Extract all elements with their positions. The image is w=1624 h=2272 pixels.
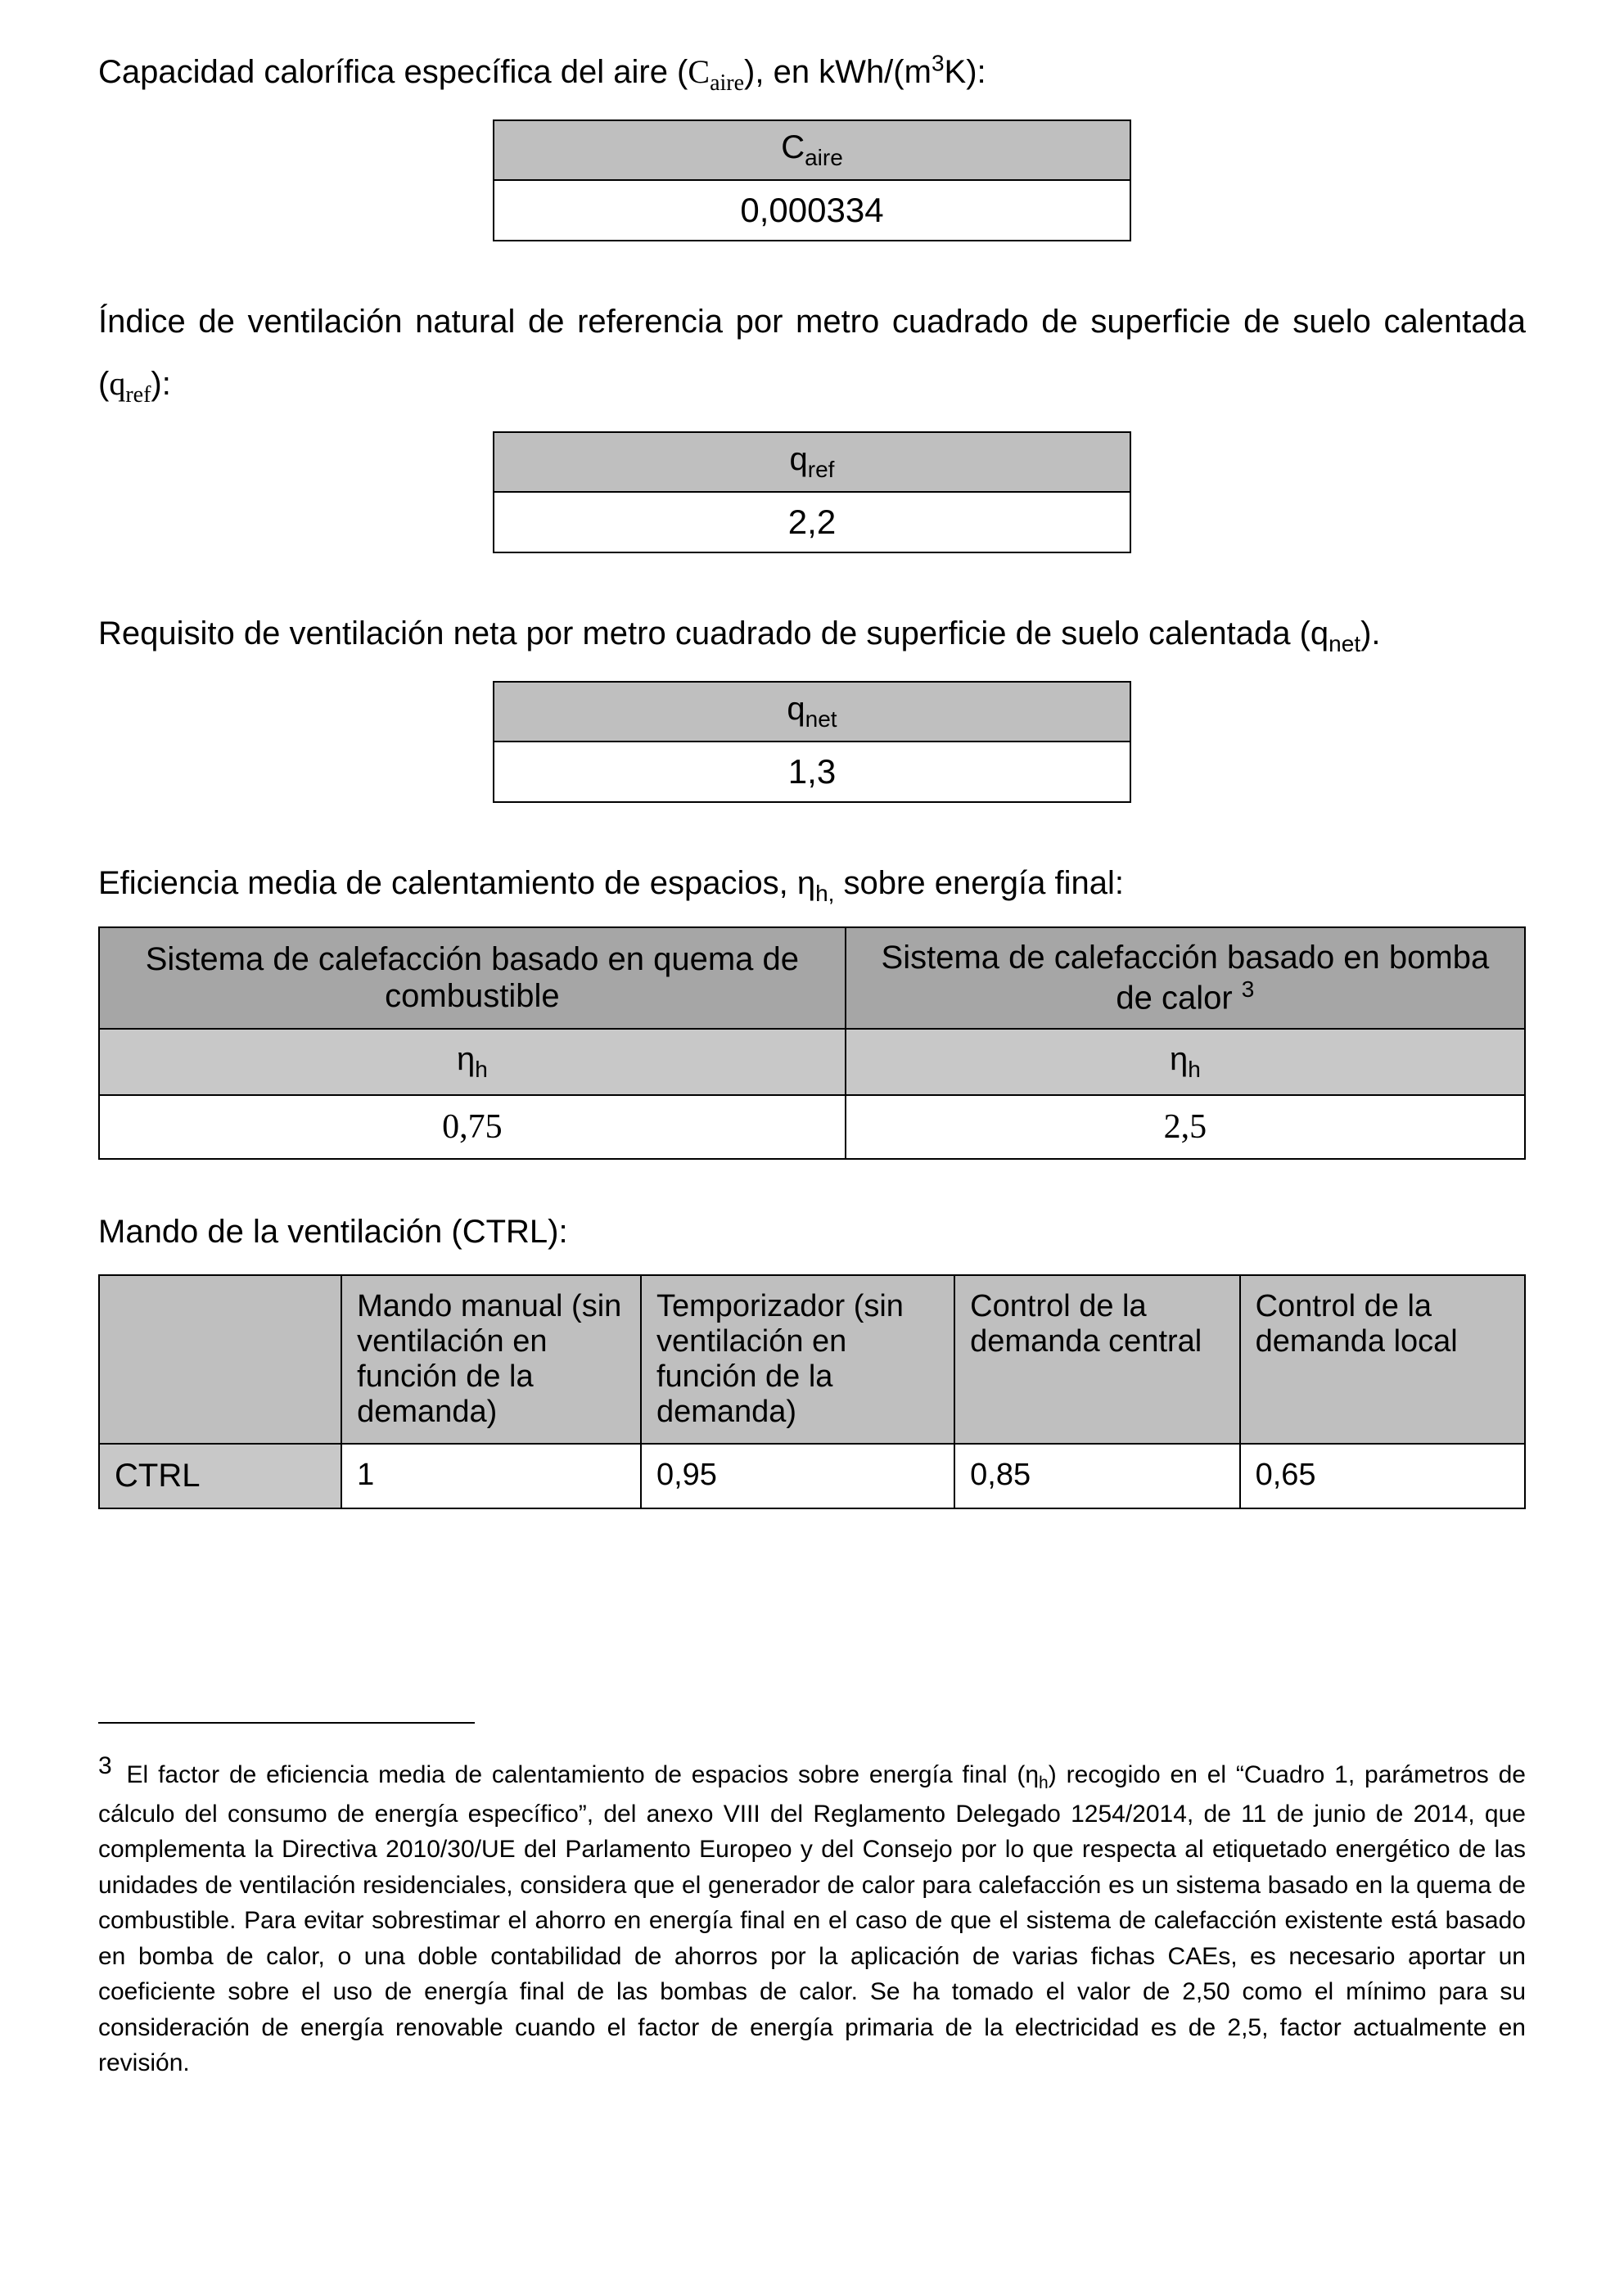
para-caire-sup: 3 — [932, 51, 945, 76]
para-efficiency: Eficiencia media de calentamiento de esp… — [98, 852, 1526, 915]
footnote-post: ) recogido en el “Cuadro 1, parámetros d… — [98, 1761, 1526, 2076]
ctrl-row-label: CTRL — [99, 1444, 341, 1508]
table-qref-value: 2,2 — [494, 492, 1130, 552]
para-qnet: Requisito de ventilación neta por metro … — [98, 602, 1526, 665]
eff-col2-title-pre: Sistema de calefacción basado en bomba d… — [882, 940, 1490, 1016]
para-caire: Capacidad calorífica específica del aire… — [98, 41, 1526, 105]
table-qnet: qnet 1,3 — [493, 681, 1131, 803]
table-caire-header: Caire — [494, 120, 1130, 180]
para-qnet-post: ). — [1360, 615, 1380, 651]
table-qref-header: qref — [494, 432, 1130, 492]
table-ctrl: Mando manual (sin ventilación en función… — [98, 1274, 1526, 1509]
eff-col2-title: Sistema de calefacción basado en bomba d… — [846, 927, 1525, 1029]
para-caire-pre: Capacidad calorífica específica del aire… — [98, 54, 688, 90]
eff-col1-title: Sistema de calefacción basado en quema d… — [99, 927, 846, 1029]
para-qnet-sym-sub: net — [1329, 631, 1360, 656]
para-qnet-pre: Requisito de ventilación neta por metro … — [98, 615, 1310, 651]
table-qnet-value: 1,3 — [494, 742, 1130, 802]
footnote-pre: El factor de eficiencia media de calenta… — [117, 1761, 1026, 1788]
para-eff-sym: η — [797, 865, 815, 901]
para-qref-pre: Índice de ventilación natural de referen… — [98, 304, 1526, 402]
ctrl-header-0: Mando manual (sin ventilación en función… — [341, 1275, 641, 1444]
para-eff-post: sobre energía final: — [834, 865, 1124, 901]
table-caire-header-sub: aire — [805, 145, 843, 170]
eff-col2-title-fn: 3 — [1242, 976, 1255, 1002]
para-qref-sym-sub: ref — [125, 382, 151, 408]
para-qref-sym: q — [109, 365, 125, 402]
ctrl-val-1: 0,95 — [641, 1444, 954, 1508]
footnote-num: 3 — [98, 1752, 117, 1779]
ctrl-val-3: 0,65 — [1240, 1444, 1525, 1508]
table-qnet-header-sub: net — [805, 706, 837, 732]
ctrl-header-empty — [99, 1275, 341, 1444]
eff-sub2: ηh — [846, 1029, 1525, 1095]
eff-val1: 0,75 — [99, 1095, 846, 1159]
footnote-separator — [98, 1722, 475, 1724]
para-qref: Índice de ventilación natural de referen… — [98, 291, 1526, 417]
para-qref-post: ): — [151, 366, 170, 402]
para-caire-post: K): — [945, 54, 986, 90]
para-eff-pre: Eficiencia media de calentamiento de esp… — [98, 865, 797, 901]
table-qref: qref 2,2 — [493, 431, 1131, 553]
table-qnet-header: qnet — [494, 682, 1130, 742]
eff-sub1: ηh — [99, 1029, 846, 1095]
eff-sub2-main: η — [1170, 1041, 1188, 1077]
table-efficiency: Sistema de calefacción basado en quema d… — [98, 926, 1526, 1160]
para-qnet-sym: q — [1310, 615, 1329, 651]
eff-sub1-main: η — [457, 1041, 475, 1077]
para-eff-sym-sub: h, — [815, 881, 834, 906]
document-page: Capacidad calorífica específica del aire… — [0, 0, 1624, 2272]
ctrl-val-2: 0,85 — [954, 1444, 1239, 1508]
table-caire-value: 0,000334 — [494, 180, 1130, 241]
eff-sub1-sub: h — [475, 1057, 488, 1082]
footnote-sym-sub: h — [1039, 1774, 1049, 1792]
ctrl-val-0: 1 — [341, 1444, 641, 1508]
ctrl-header-1: Temporizador (sin ventilación en función… — [641, 1275, 954, 1444]
para-ctrl: Mando de la ventilación (CTRL): — [98, 1201, 1526, 1263]
para-caire-sym-sub: aire — [710, 70, 744, 96]
table-caire: Caire 0,000334 — [493, 119, 1131, 241]
eff-sub2-sub: h — [1188, 1057, 1201, 1082]
footnote-3: 3 El factor de eficiencia media de calen… — [98, 1748, 1526, 2080]
eff-val2: 2,5 — [846, 1095, 1525, 1159]
table-qnet-header-main: q — [787, 691, 805, 727]
table-qref-header-sub: ref — [808, 457, 835, 482]
para-caire-mid: ), en kWh/(m — [744, 54, 932, 90]
para-caire-sym: C — [688, 53, 710, 90]
footnote-sym: η — [1025, 1761, 1039, 1788]
table-qref-header-main: q — [790, 441, 808, 477]
table-caire-header-main: C — [781, 129, 805, 165]
ctrl-header-3: Control de la demanda local — [1240, 1275, 1525, 1444]
ctrl-header-2: Control de la demanda central — [954, 1275, 1239, 1444]
